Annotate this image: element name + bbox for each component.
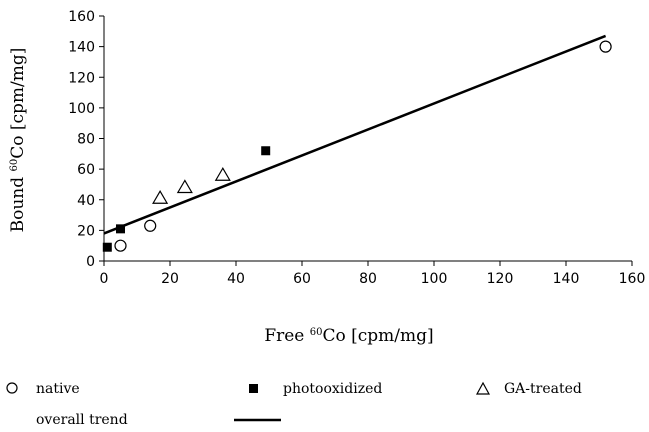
x-tick-label: 140 [553, 271, 580, 287]
y-tick-label: 140 [68, 40, 95, 56]
x-tick-label: 120 [487, 271, 514, 287]
y-axis-title-sup: 60 [9, 159, 20, 172]
point-photooxidized [102, 242, 112, 252]
x-axis-title-suffix: Co [cpm/mg] [323, 326, 434, 346]
x-tick-label: 80 [359, 271, 377, 287]
y-tick-label: 60 [77, 162, 95, 178]
point-native [114, 239, 127, 252]
y-tick-label: 80 [77, 132, 95, 148]
y-tick-label: 120 [68, 70, 95, 86]
y-tick-label: 0 [86, 254, 95, 270]
y-tick-label: 40 [77, 193, 95, 209]
legend-label-overall-trend: overall trend [36, 412, 128, 428]
y-axis-title-prefix: Bound [8, 171, 28, 232]
trendline [103, 34, 607, 235]
y-tick-label: 20 [77, 223, 95, 239]
point-native [599, 40, 612, 53]
y-axis-ticks: 0 20 40 60 80 100 120 140 160 [68, 9, 104, 270]
point-native [144, 219, 157, 232]
legend: native photooxidized GA-treated overall … [6, 381, 582, 428]
point-photooxidized [116, 224, 125, 234]
point-ga-treated [176, 179, 193, 194]
y-axis-title: Bound 60Co [cpm/mg] [8, 48, 28, 233]
x-axis-ticks: 0 20 40 60 80 100 120 140 160 [100, 261, 646, 287]
axes [103, 16, 632, 262]
x-tick-label: 160 [619, 271, 646, 287]
y-tick-label: 160 [68, 9, 95, 25]
legend-marker-photooxidized [249, 384, 258, 393]
x-tick-label: 40 [227, 271, 245, 287]
y-axis-title-suffix: Co [cpm/mg] [8, 48, 28, 159]
x-axis-title: Free 60Co [cpm/mg] [264, 326, 433, 346]
legend-label-photooxidized: photooxidized [283, 381, 382, 397]
legend-marker-ga-treated [475, 381, 491, 395]
x-axis-title-sup: 60 [310, 327, 323, 338]
y-tick-label: 100 [68, 101, 95, 117]
point-ga-treated [152, 190, 169, 204]
x-axis-title-prefix: Free [264, 326, 309, 346]
trendline-overall-trend [103, 34, 607, 235]
legend-label-ga-treated: GA-treated [504, 381, 582, 397]
x-tick-label: 100 [421, 271, 448, 287]
legend-marker-native [6, 382, 18, 394]
point-photooxidized [261, 146, 271, 156]
x-tick-label: 60 [293, 271, 311, 287]
x-tick-label: 20 [161, 271, 179, 287]
point-ga-treated [214, 167, 231, 181]
legend-label-native: native [36, 381, 80, 397]
x-tick-label: 0 [100, 271, 109, 287]
data-points [102, 40, 612, 252]
